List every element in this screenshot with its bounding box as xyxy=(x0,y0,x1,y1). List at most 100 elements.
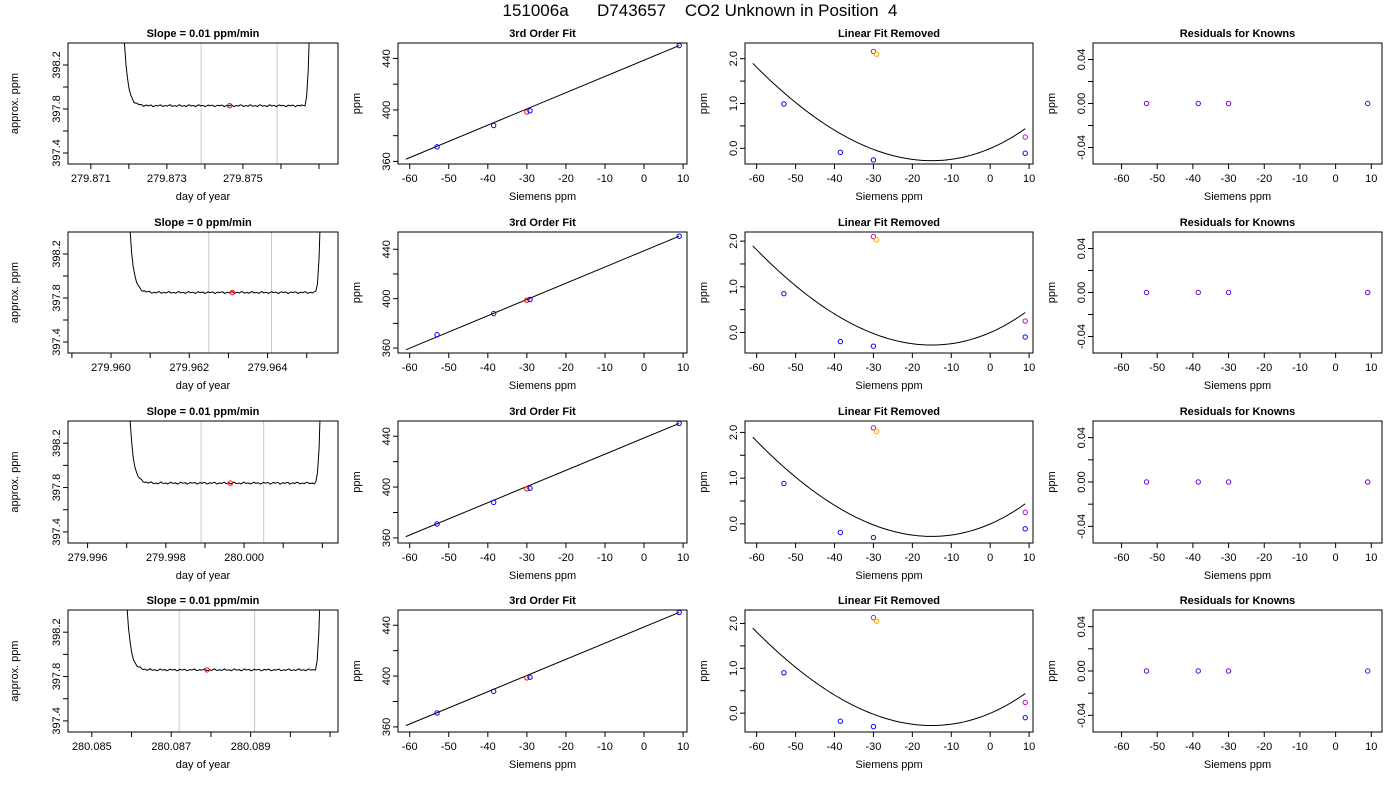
reference-point xyxy=(873,618,880,624)
plot-area xyxy=(752,614,1028,730)
x-tick-label: -40 xyxy=(1185,741,1201,753)
known-point xyxy=(781,480,787,487)
calibration-point xyxy=(434,710,440,716)
concentration-trace xyxy=(129,421,321,485)
x-tick-label: -10 xyxy=(597,362,613,374)
panel-title: Slope = 0 ppm/min xyxy=(154,217,252,229)
reference-point xyxy=(873,51,880,57)
plot-frame xyxy=(397,42,688,165)
x-tick-label: 10 xyxy=(1023,552,1035,564)
y-tick-label: 440 xyxy=(381,240,393,258)
reference-point xyxy=(1022,134,1028,140)
residual-point xyxy=(1195,479,1201,485)
x-tick-label: 0 xyxy=(641,552,647,564)
panel-title: 3rd Order Fit xyxy=(509,217,576,229)
panel-title: Residuals for Knowns xyxy=(1180,406,1296,418)
x-tick-label: -10 xyxy=(597,741,613,753)
y-tick-label: 400 xyxy=(381,478,393,496)
plot-frame xyxy=(744,42,1034,165)
y-tick-label: 398.2 xyxy=(51,240,63,268)
calibration-point xyxy=(676,421,682,427)
x-tick-label: -30 xyxy=(1221,552,1237,564)
x-axis-label: day of year xyxy=(176,191,231,203)
y-axis-label: ppm xyxy=(698,282,710,303)
calibration-point xyxy=(524,109,530,115)
calibration-point xyxy=(527,485,533,491)
y-tick-label: 2.0 xyxy=(728,425,740,440)
plot-frame xyxy=(744,609,1034,733)
y-tick-label: 397.4 xyxy=(51,518,63,546)
x-tick-label: -30 xyxy=(1221,362,1237,374)
calibration-point xyxy=(490,122,497,129)
y-tick-label: 398.2 xyxy=(51,429,63,457)
x-tick-label: -40 xyxy=(1185,362,1201,374)
y-tick-label: 2.0 xyxy=(728,616,740,631)
panel-r3-c2: 3rd Order Fit -60 -50 -40 -30 -20 -10 0 10 360 400… xyxy=(351,406,689,582)
x-tick-label: 280.000 xyxy=(224,552,264,564)
y-axis-label: ppm xyxy=(1046,471,1058,492)
calibration-point xyxy=(527,674,533,680)
y-tick-label: 397.8 xyxy=(51,95,63,123)
unknown-mean-point xyxy=(204,667,210,673)
y-tick-label: -0.04 xyxy=(1076,324,1088,349)
panel-title: 3rd Order Fit xyxy=(509,406,576,418)
residual-point xyxy=(1225,289,1232,296)
x-tick-label: 279.964 xyxy=(248,362,288,374)
x-tick-label: -50 xyxy=(441,552,457,564)
x-tick-label: 10 xyxy=(1023,173,1035,185)
x-tick-label: -30 xyxy=(519,362,535,374)
x-axis-label: day of year xyxy=(176,759,231,771)
x-tick-label: -60 xyxy=(402,362,418,374)
x-axis-label: Siemens ppm xyxy=(1204,570,1271,582)
panel-title: Linear Fit Removed xyxy=(838,595,940,607)
fit-line xyxy=(405,422,680,538)
y-tick-label: 400 xyxy=(381,289,393,307)
panel-r4-c3: Linear Fit Removed -60 -50 -40 -30 -20 -10 0 10 0… xyxy=(698,595,1035,771)
calibration-point xyxy=(434,521,440,527)
y-tick-label: 400 xyxy=(381,101,393,119)
plot-area xyxy=(405,421,682,538)
x-tick-label: 0 xyxy=(987,552,993,564)
y-tick-label: 1.0 xyxy=(728,279,740,294)
plot-area xyxy=(1143,289,1371,296)
x-tick-label: -20 xyxy=(558,741,574,753)
plot-area xyxy=(129,421,321,543)
panel-r1-c3: Linear Fit Removed -60 -50 -40 -30 -20 -10 0 10 0… xyxy=(698,28,1035,203)
page-title: 151006a D743657 CO2 Unknown in Position … xyxy=(502,1,898,20)
y-tick-label: 0.00 xyxy=(1076,660,1088,681)
y-tick-label: 400 xyxy=(381,667,393,685)
y-tick-label: 440 xyxy=(381,616,393,634)
reference-point xyxy=(870,425,877,431)
x-tick-label: -30 xyxy=(865,173,881,185)
panel-r3-c4: Residuals for Knowns -60 -50 -40 -30 -20 -10 0 1… xyxy=(1046,406,1383,582)
x-tick-label: 0 xyxy=(987,362,993,374)
calibration-point xyxy=(434,332,440,338)
y-axis-label: ppm xyxy=(1046,282,1058,303)
y-tick-label: 0.00 xyxy=(1076,282,1088,303)
y-tick-label: 440 xyxy=(381,49,393,67)
x-tick-label: -40 xyxy=(1185,173,1201,185)
x-tick-label: 10 xyxy=(1365,362,1377,374)
x-axis-label: Siemens ppm xyxy=(1204,191,1271,203)
y-tick-label: 2.0 xyxy=(728,51,740,66)
known-point xyxy=(1022,334,1028,340)
y-tick-label: 0.0 xyxy=(728,141,740,156)
x-tick-label: 0 xyxy=(1333,741,1339,753)
x-tick-label: -40 xyxy=(480,741,496,753)
y-axis-label: approx. ppm xyxy=(9,262,21,323)
calibration-point xyxy=(524,486,530,492)
residual-point xyxy=(1195,668,1201,674)
x-tick-label: -50 xyxy=(441,741,457,753)
x-tick-label: -30 xyxy=(519,552,535,564)
x-tick-label: -30 xyxy=(519,173,535,185)
x-tick-label: -50 xyxy=(441,362,457,374)
x-tick-label: -50 xyxy=(1149,173,1165,185)
y-tick-label: 360 xyxy=(381,529,393,547)
x-tick-label: 10 xyxy=(1365,173,1377,185)
x-tick-label: 280.089 xyxy=(231,741,271,753)
panel-r3-c3: Linear Fit Removed -60 -50 -40 -30 -20 -10 0 10 0… xyxy=(698,406,1035,582)
plot-frame xyxy=(1092,609,1383,733)
x-tick-label: -20 xyxy=(558,173,574,185)
plot-frame xyxy=(67,42,339,165)
x-tick-label: -50 xyxy=(1149,552,1165,564)
